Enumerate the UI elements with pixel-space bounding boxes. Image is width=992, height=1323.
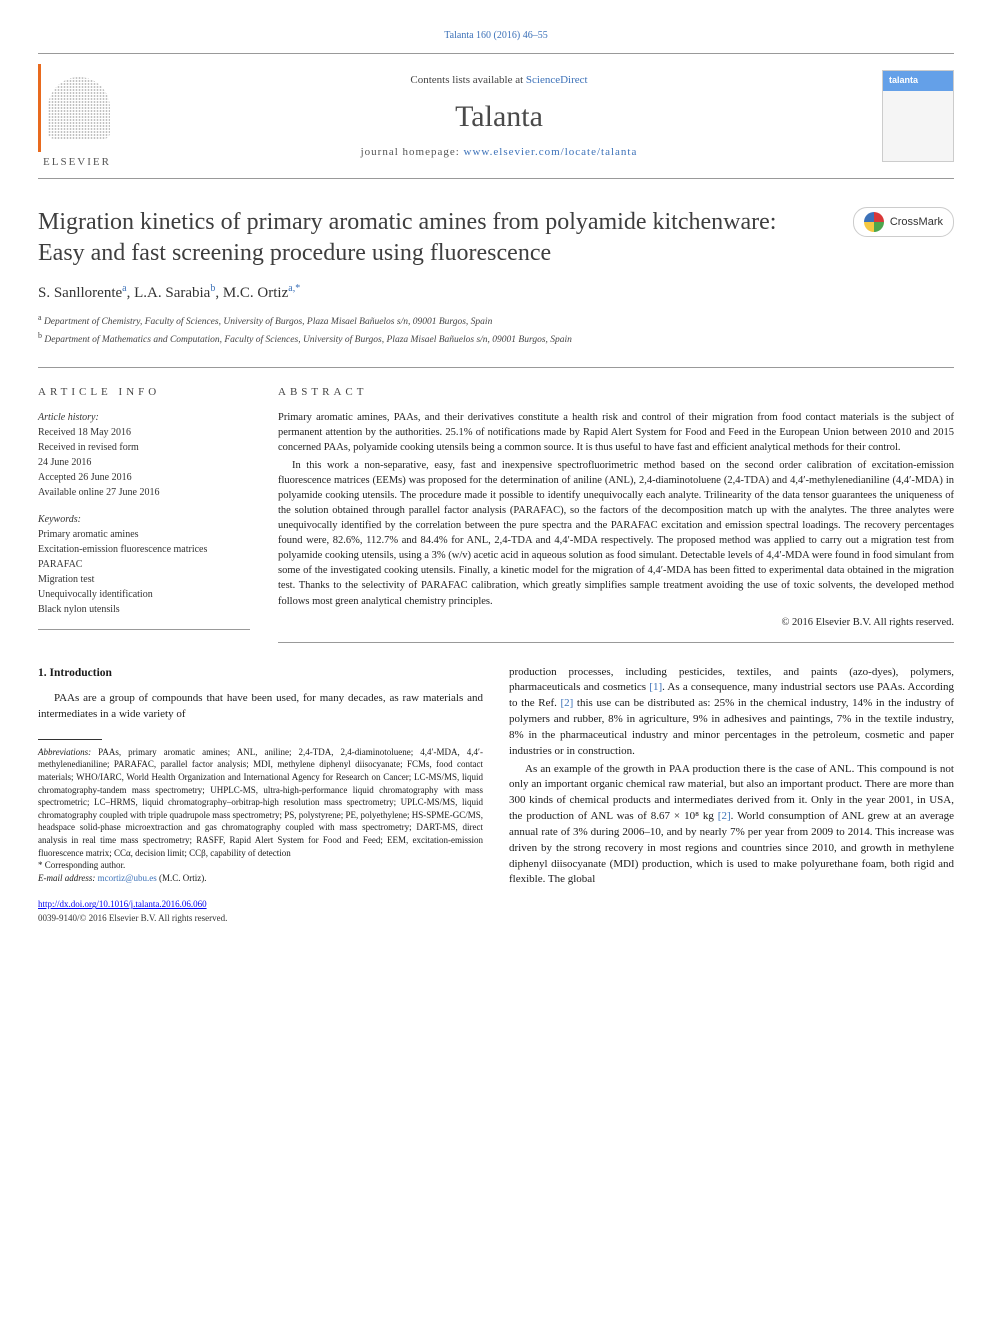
journal-banner: ELSEVIER Contents lists available at Sci… — [38, 53, 954, 179]
history-online: Available online 27 June 2016 — [38, 485, 250, 500]
authors-line: S. Sanllorentea, L.A. Sarabiab, M.C. Ort… — [38, 283, 954, 302]
keyword-2: Excitation-emission fluorescence matrice… — [38, 542, 250, 557]
footnotes: Abbreviations: PAAs, primary aromatic am… — [38, 746, 483, 885]
email-label: E-mail address: — [38, 873, 98, 883]
homepage-prefix: journal homepage: — [361, 146, 464, 158]
homepage-link[interactable]: www.elsevier.com/locate/talanta — [464, 146, 638, 158]
contents-prefix: Contents lists available at — [410, 74, 525, 86]
author-1: S. Sanllorente — [38, 285, 122, 301]
history-label: Article history: — [38, 410, 250, 425]
top-citation[interactable]: Talanta 160 (2016) 46–55 — [38, 30, 954, 41]
abstract-p1: Primary aromatic amines, PAAs, and their… — [278, 410, 954, 455]
elsevier-tree-icon — [38, 64, 116, 152]
history-revised-1: Received in revised form — [38, 440, 250, 455]
corresponding-star: * — [295, 283, 300, 294]
footnote-rule — [38, 739, 102, 740]
journal-cover-thumb[interactable] — [882, 70, 954, 162]
intro-p1: PAAs are a group of compounds that have … — [38, 691, 483, 723]
keyword-4: Migration test — [38, 572, 250, 587]
body-col-left: 1. Introduction PAAs are a group of comp… — [38, 665, 483, 926]
article-title: Migration kinetics of primary aromatic a… — [38, 207, 818, 269]
crossmark-label: CrossMark — [890, 216, 943, 228]
article-info-sidebar: ARTICLE INFO Article history: Received 1… — [38, 386, 250, 642]
email-suffix: (M.C. Ortiz). — [157, 873, 207, 883]
crossmark-badge[interactable]: CrossMark — [853, 207, 954, 237]
issn-line: 0039-9140/© 2016 Elsevier B.V. All right… — [38, 912, 483, 925]
keyword-5: Unequivocally identification — [38, 587, 250, 602]
ref-1-link[interactable]: [1] — [649, 681, 662, 693]
abstract-block: ABSTRACT Primary aromatic amines, PAAs, … — [278, 386, 954, 642]
author-2-sup: b — [210, 283, 215, 294]
journal-name: Talanta — [116, 100, 882, 134]
affiliations: a Department of Chemistry, Faculty of Sc… — [38, 312, 954, 347]
email-line: E-mail address: mcortiz@ubu.es (M.C. Ort… — [38, 872, 483, 885]
article-info-heading: ARTICLE INFO — [38, 386, 250, 398]
history-accepted: Accepted 26 June 2016 — [38, 470, 250, 485]
keyword-3: PARAFAC — [38, 557, 250, 572]
intro-p3: As an example of the growth in PAA produ… — [509, 762, 954, 889]
ref-2-link[interactable]: [2] — [560, 697, 573, 709]
abbrev-label: Abbreviations: — [38, 747, 91, 757]
author-2: L.A. Sarabia — [134, 285, 210, 301]
author-1-sup: a — [122, 283, 126, 294]
homepage-line: journal homepage: www.elsevier.com/locat… — [116, 146, 882, 158]
contents-lists-line: Contents lists available at ScienceDirec… — [116, 74, 882, 86]
abstract-copyright: © 2016 Elsevier B.V. All rights reserved… — [278, 617, 954, 628]
abbrev-text: PAAs, primary aromatic amines; ANL, anil… — [38, 747, 483, 858]
history-received: Received 18 May 2016 — [38, 425, 250, 440]
history-revised-2: 24 June 2016 — [38, 455, 250, 470]
sciencedirect-link[interactable]: ScienceDirect — [526, 74, 588, 86]
ref-2b-link[interactable]: [2] — [718, 810, 731, 822]
elsevier-logo-block[interactable]: ELSEVIER — [38, 64, 116, 168]
email-link[interactable]: mcortiz@ubu.es — [98, 873, 157, 883]
intro-heading: 1. Introduction — [38, 665, 483, 682]
affiliation-a: Department of Chemistry, Faculty of Scie… — [44, 318, 492, 328]
keywords-label: Keywords: — [38, 514, 250, 525]
intro-p2: production processes, including pesticid… — [509, 665, 954, 760]
abstract-p2: In this work a non-separative, easy, fas… — [278, 458, 954, 609]
keyword-6: Black nylon utensils — [38, 602, 250, 617]
body-col-right: production processes, including pesticid… — [509, 665, 954, 926]
crossmark-icon — [864, 212, 884, 232]
elsevier-label: ELSEVIER — [38, 156, 116, 168]
author-3: M.C. Ortiz — [223, 285, 288, 301]
doi-link[interactable]: http://dx.doi.org/10.1016/j.talanta.2016… — [38, 899, 207, 909]
abbrev-block: Abbreviations: PAAs, primary aromatic am… — [38, 746, 483, 859]
affiliation-b: Department of Mathematics and Computatio… — [44, 335, 572, 345]
corresponding-note: * Corresponding author. — [38, 859, 483, 872]
keyword-1: Primary aromatic amines — [38, 527, 250, 542]
abstract-heading: ABSTRACT — [278, 386, 954, 398]
